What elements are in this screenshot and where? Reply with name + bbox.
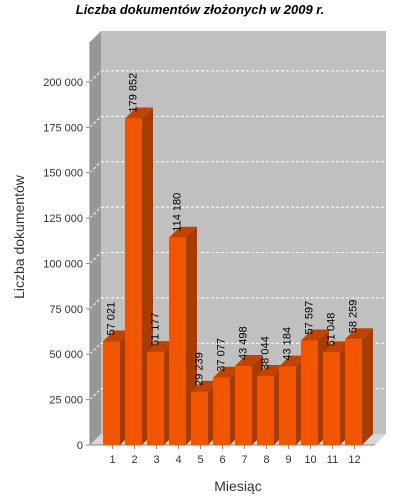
y-tick-label: 125 000 [43, 213, 83, 225]
y-axis: 0 25 000 50 000 75 000 100 000 125 000 150 000… [43, 42, 91, 452]
x-tick-label: 8 [263, 454, 269, 466]
bar-top [125, 107, 153, 119]
bar-front [169, 237, 186, 445]
data-label: 29 239 [194, 352, 206, 386]
gridline-wall [89, 206, 102, 219]
x-axis-title: Miesiąc [214, 478, 261, 494]
bar [345, 328, 373, 445]
y-tick-label: 0 [77, 440, 83, 452]
bar-front [279, 366, 296, 445]
bar-top [147, 341, 175, 353]
gridline-wall [89, 161, 102, 174]
bar-top [169, 226, 197, 238]
y-tick-label: 100 000 [43, 258, 83, 270]
x-tick-label: 2 [131, 454, 137, 466]
bar-front [301, 340, 318, 445]
bar [125, 107, 153, 446]
gridline-wall [89, 70, 102, 83]
data-label: 57 597 [304, 301, 316, 335]
bar-side [362, 328, 373, 445]
data-label: 57 021 [106, 302, 118, 336]
data-label: 37 077 [216, 338, 228, 372]
bar-top [213, 366, 241, 378]
bar-top [323, 341, 351, 353]
bar-front [235, 366, 252, 445]
x-axis: 1 2 3 4 5 6 7 8 9 10 11 12 [90, 444, 375, 466]
bar-front [213, 377, 230, 445]
y-axis-title: Liczba dokumentów [11, 174, 27, 299]
y-tick-label: 25 000 [49, 395, 83, 407]
x-tick-label: 1 [109, 454, 115, 466]
x-tick-label: 10 [304, 454, 316, 466]
data-labels: 57 021 179 852 51 177 114 180 29 239 37 077 43… [106, 73, 360, 386]
bar-top [345, 328, 373, 340]
x-tick-label: 6 [219, 454, 225, 466]
x-tick-label: 5 [197, 454, 203, 466]
data-label: 114 180 [172, 193, 184, 232]
bar-top [191, 380, 219, 392]
plot-left-wall [90, 31, 101, 445]
bar-top [103, 330, 131, 342]
bar-top [279, 355, 307, 367]
bar-top [257, 364, 285, 376]
gridline-wall [89, 297, 102, 310]
data-label: 179 852 [128, 73, 140, 113]
y-tick-label: 75 000 [49, 304, 83, 316]
data-label: 51 048 [326, 313, 338, 347]
gridline-wall [89, 388, 102, 400]
data-label: 58 259 [348, 300, 360, 334]
x-tick-label: 9 [285, 454, 291, 466]
bar-front [191, 391, 208, 445]
x-tick-label: 7 [241, 454, 247, 466]
y-tick-label: 175 000 [43, 122, 83, 134]
bar-front [103, 341, 120, 445]
bars [103, 107, 373, 446]
x-tick-label: 11 [327, 454, 338, 466]
data-label: 43 184 [282, 327, 294, 361]
x-tick-label: 12 [348, 454, 360, 466]
y-tick-label: 150 000 [43, 168, 83, 180]
y-tick-label: 50 000 [49, 349, 83, 361]
bar-front [323, 352, 340, 445]
gridline-wall [89, 342, 102, 355]
chart-title: Liczba dokumentów złożonych w 2009 r. [75, 2, 325, 17]
bar-front [147, 352, 164, 445]
bar-top [235, 355, 263, 367]
x-tick-label: 3 [153, 454, 159, 466]
x-tick-label: 4 [175, 454, 181, 466]
gridline-wall [89, 115, 102, 128]
data-label: 38 044 [260, 336, 272, 370]
bar-front [345, 339, 362, 445]
data-label: 51 177 [150, 312, 162, 346]
bar-front [125, 118, 142, 446]
bar-front [257, 375, 274, 445]
bar-top [301, 329, 329, 341]
y-tick-label: 200 000 [43, 77, 83, 89]
data-label: 43 498 [238, 326, 250, 360]
gridline-wall [89, 252, 102, 264]
